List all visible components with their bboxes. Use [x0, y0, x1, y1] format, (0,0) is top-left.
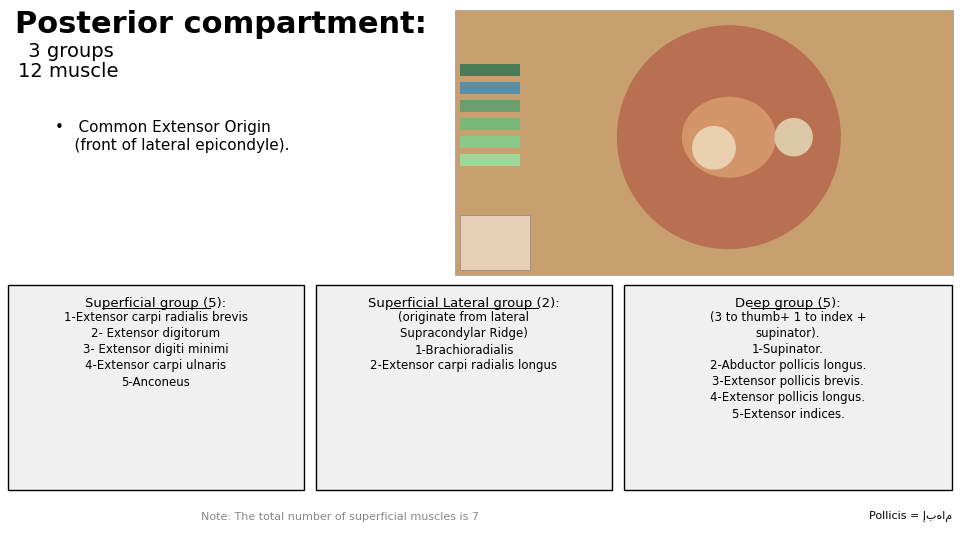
- Text: •   Common Extensor Origin: • Common Extensor Origin: [55, 120, 271, 135]
- Circle shape: [617, 26, 840, 248]
- FancyBboxPatch shape: [624, 285, 952, 490]
- Text: 3- Extensor digiti minimi: 3- Extensor digiti minimi: [84, 343, 228, 356]
- Text: Deep group (5):: Deep group (5):: [735, 297, 841, 310]
- FancyBboxPatch shape: [455, 10, 953, 275]
- FancyBboxPatch shape: [460, 82, 520, 94]
- Circle shape: [775, 119, 812, 156]
- Text: 3-Extensor pollicis brevis.: 3-Extensor pollicis brevis.: [712, 375, 864, 388]
- Text: 5-Anconeus: 5-Anconeus: [122, 375, 190, 388]
- Text: 1-Brachioradialis: 1-Brachioradialis: [415, 343, 514, 356]
- Text: (3 to thumb+ 1 to index +: (3 to thumb+ 1 to index +: [709, 312, 866, 325]
- Text: 1-Supinator.: 1-Supinator.: [752, 343, 824, 356]
- Text: 3 groups: 3 groups: [22, 42, 113, 61]
- FancyBboxPatch shape: [460, 136, 520, 149]
- FancyBboxPatch shape: [8, 285, 304, 490]
- FancyBboxPatch shape: [460, 64, 520, 76]
- Text: 2-Extensor carpi radialis longus: 2-Extensor carpi radialis longus: [371, 360, 558, 373]
- FancyBboxPatch shape: [460, 154, 520, 166]
- Ellipse shape: [683, 97, 776, 177]
- Text: Posterior compartment:: Posterior compartment:: [15, 10, 427, 39]
- Text: 4-Extensor pollicis longus.: 4-Extensor pollicis longus.: [710, 392, 866, 404]
- FancyBboxPatch shape: [316, 285, 612, 490]
- Text: 1-Extensor carpi radialis brevis: 1-Extensor carpi radialis brevis: [64, 312, 248, 325]
- Text: Supracondylar Ridge): Supracondylar Ridge): [400, 327, 528, 341]
- Text: 2- Extensor digitorum: 2- Extensor digitorum: [91, 327, 221, 341]
- Text: 5-Extensor indices.: 5-Extensor indices.: [732, 408, 845, 421]
- Text: 12 muscle: 12 muscle: [18, 62, 118, 81]
- Text: Note: The total number of superficial muscles is 7: Note: The total number of superficial mu…: [201, 512, 479, 522]
- FancyBboxPatch shape: [460, 100, 520, 112]
- Text: (originate from lateral: (originate from lateral: [398, 312, 530, 325]
- Text: (front of lateral epicondyle).: (front of lateral epicondyle).: [55, 138, 290, 153]
- Text: Pollicis = إبهام: Pollicis = إبهام: [869, 511, 952, 522]
- Text: Superficial group (5):: Superficial group (5):: [85, 297, 227, 310]
- Text: supinator).: supinator).: [756, 327, 820, 341]
- FancyBboxPatch shape: [460, 215, 530, 270]
- Circle shape: [693, 126, 735, 169]
- Text: Superficial Lateral group (2):: Superficial Lateral group (2):: [369, 297, 560, 310]
- Text: 2-Abductor pollicis longus.: 2-Abductor pollicis longus.: [709, 360, 866, 373]
- FancyBboxPatch shape: [460, 118, 520, 130]
- Text: 4-Extensor carpi ulnaris: 4-Extensor carpi ulnaris: [85, 360, 227, 373]
